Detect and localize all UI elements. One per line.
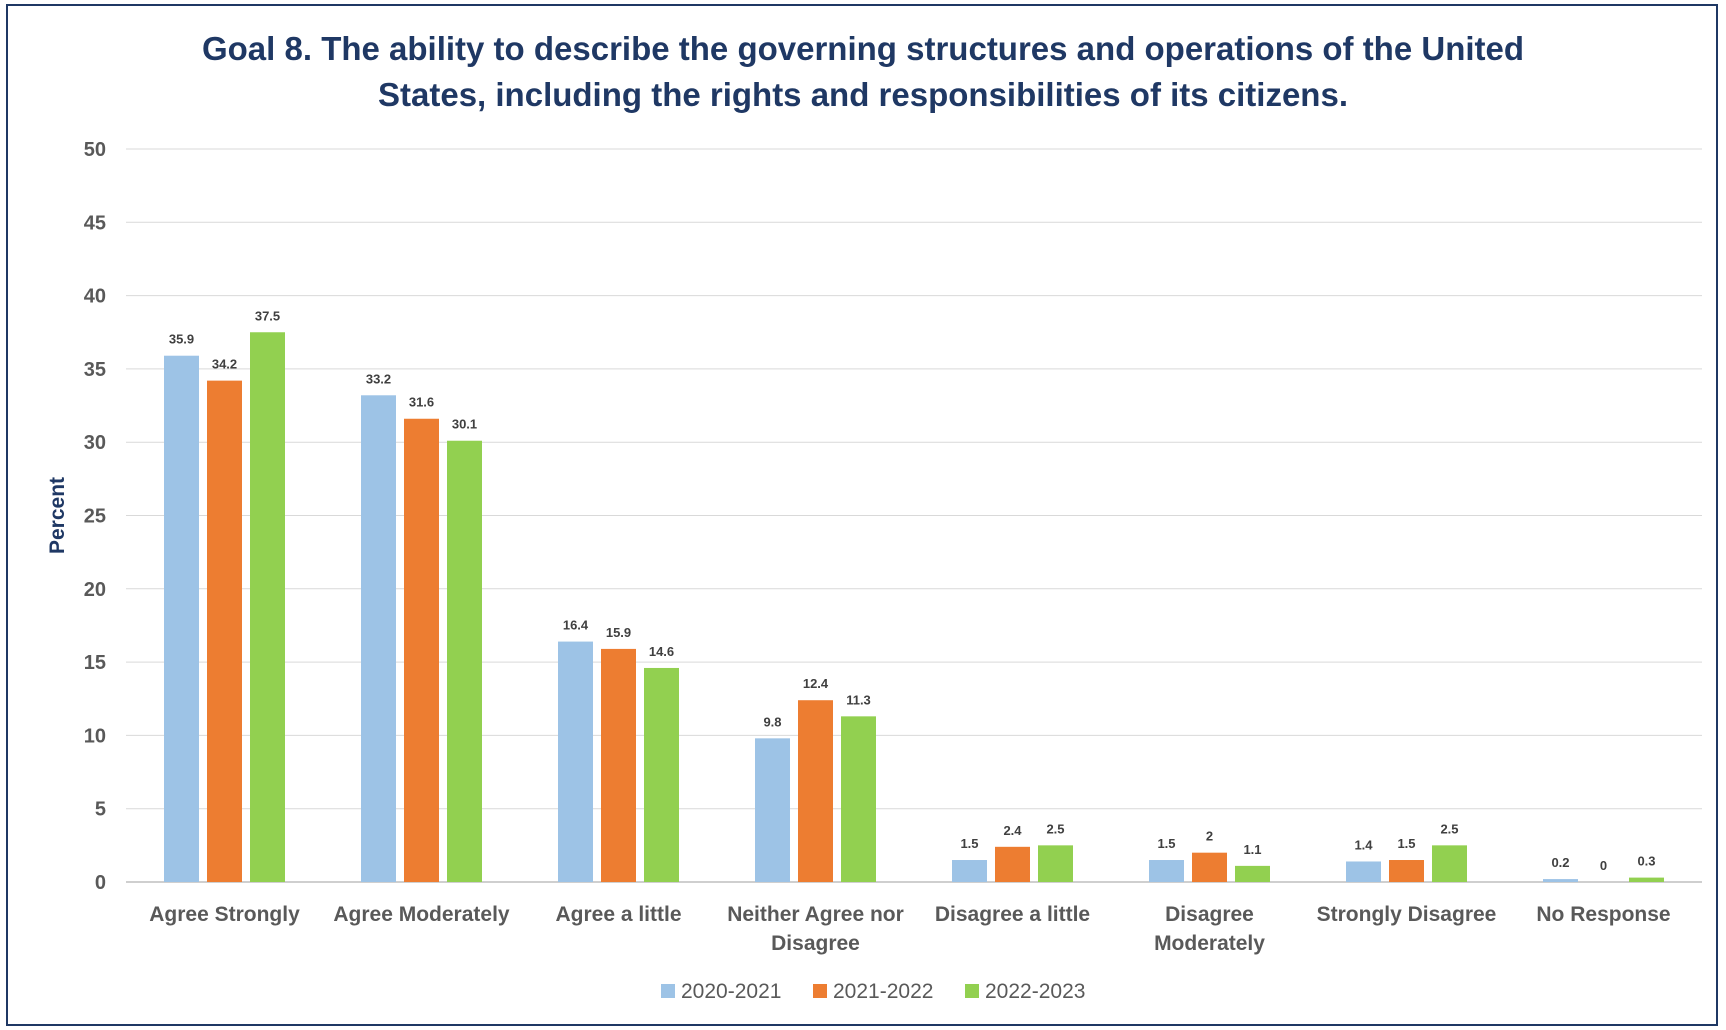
x-tick-label: Disagree a little	[935, 903, 1090, 926]
x-tick-label: Agree a little	[555, 903, 681, 926]
data-label: 0.3	[1637, 854, 1655, 869]
legend-label: 2020-2021	[681, 980, 781, 1003]
y-tick-label: 10	[84, 725, 106, 747]
y-tick-label: 50	[84, 139, 106, 161]
bar	[1543, 879, 1578, 882]
bar	[601, 648, 636, 882]
bar	[1629, 877, 1664, 882]
chart-title: Goal 8. The ability to describe the gove…	[0, 26, 1726, 118]
y-tick-label: 30	[84, 432, 106, 454]
y-tick-label: 5	[95, 799, 106, 821]
x-tick-label: Agree Moderately	[333, 903, 510, 926]
bar	[1432, 845, 1467, 882]
data-label: 15.9	[606, 625, 631, 640]
y-tick-label: 25	[84, 506, 106, 528]
data-label: 33.2	[366, 371, 391, 386]
chart-title-line-1: Goal 8. The ability to describe the gove…	[201, 30, 1525, 67]
data-label: 11.3	[846, 692, 871, 707]
data-label: 1.1	[1243, 842, 1261, 857]
x-tick-label: Strongly Disagree	[1317, 903, 1497, 926]
data-label: 2.5	[1440, 821, 1458, 836]
bar	[250, 332, 285, 882]
y-tick-label: 45	[84, 212, 106, 234]
bar	[1235, 865, 1270, 882]
data-label: 35.9	[169, 332, 194, 347]
bar	[1149, 860, 1184, 882]
data-label: 12.4	[803, 676, 829, 691]
y-tick-label: 35	[84, 359, 106, 381]
data-label: 0	[1600, 858, 1607, 873]
bar	[1389, 860, 1424, 882]
data-label: 0.2	[1551, 855, 1569, 870]
bar	[404, 418, 439, 882]
bar	[164, 355, 199, 882]
data-label: 16.4	[563, 618, 589, 633]
bar	[361, 395, 396, 882]
bar	[755, 738, 790, 882]
data-label: 2	[1206, 829, 1213, 844]
data-label: 37.5	[255, 308, 280, 323]
bar	[207, 380, 242, 882]
y-axis-label: Percent	[46, 477, 69, 554]
data-label: 1.5	[960, 836, 978, 851]
legend-swatch	[965, 984, 979, 998]
x-tick-label: Agree Strongly	[149, 903, 300, 926]
legend-swatch	[813, 984, 827, 998]
x-tick-label: Disagree	[1165, 903, 1254, 926]
data-label: 1.4	[1354, 837, 1373, 852]
chart-title-line-2: States, including the rights and respons…	[378, 76, 1348, 113]
bar	[952, 860, 987, 882]
bar	[644, 667, 679, 882]
bar	[1346, 861, 1381, 882]
data-label: 9.8	[763, 714, 781, 729]
legend-swatch	[661, 984, 675, 998]
bar	[841, 716, 876, 882]
bar	[447, 440, 482, 882]
x-tick-label: Moderately	[1154, 932, 1265, 955]
data-label: 30.1	[452, 417, 477, 432]
data-label: 31.6	[409, 395, 434, 410]
bar	[995, 846, 1030, 882]
x-tick-label: Disagree	[771, 932, 860, 955]
legend-label: 2021-2022	[833, 980, 933, 1003]
data-label: 1.5	[1157, 836, 1175, 851]
legend-label: 2022-2023	[985, 980, 1085, 1003]
y-tick-label: 15	[84, 652, 106, 674]
bar	[558, 641, 593, 882]
bar	[798, 700, 833, 882]
data-label: 2.4	[1003, 823, 1022, 838]
bar	[1192, 852, 1227, 882]
y-tick-label: 0	[95, 872, 106, 894]
x-tick-label: Neither Agree nor	[727, 903, 904, 926]
data-label: 34.2	[212, 357, 237, 372]
y-tick-label: 40	[84, 286, 106, 308]
x-tick-label: No Response	[1536, 903, 1670, 926]
data-label: 2.5	[1046, 821, 1064, 836]
bar	[1038, 845, 1073, 882]
y-tick-label: 20	[84, 579, 106, 601]
data-label: 14.6	[649, 644, 674, 659]
data-label: 1.5	[1397, 836, 1415, 851]
